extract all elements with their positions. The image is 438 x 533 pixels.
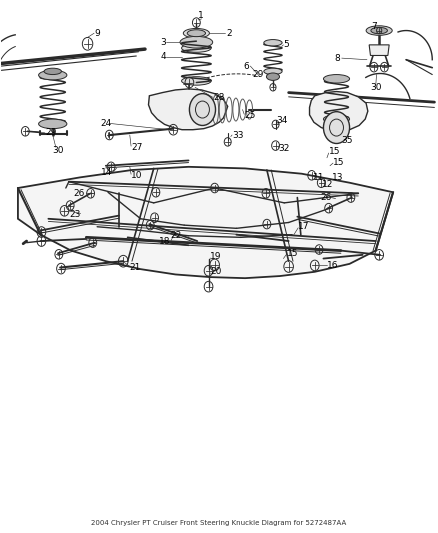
Polygon shape — [369, 45, 389, 55]
Text: 24: 24 — [100, 119, 111, 128]
Ellipse shape — [266, 73, 279, 80]
Text: 3: 3 — [160, 38, 166, 47]
Polygon shape — [148, 89, 228, 130]
Text: 30: 30 — [371, 83, 382, 92]
Text: 8: 8 — [334, 54, 340, 62]
Text: 10: 10 — [131, 171, 143, 180]
Text: 9: 9 — [94, 29, 100, 38]
Text: 18: 18 — [159, 237, 170, 246]
Text: 4: 4 — [160, 52, 166, 61]
Text: 14: 14 — [101, 167, 113, 176]
Text: 5: 5 — [283, 41, 289, 50]
Text: 26: 26 — [74, 189, 85, 198]
Ellipse shape — [182, 77, 211, 85]
Text: 21: 21 — [130, 263, 141, 272]
Ellipse shape — [184, 28, 209, 38]
Text: 28: 28 — [214, 93, 225, 102]
Ellipse shape — [264, 39, 282, 46]
Ellipse shape — [182, 44, 211, 52]
Ellipse shape — [39, 70, 67, 80]
Text: 16: 16 — [327, 261, 339, 270]
Text: 1: 1 — [198, 11, 204, 20]
Text: 26: 26 — [320, 193, 331, 202]
Text: 29: 29 — [45, 128, 57, 138]
Circle shape — [189, 94, 215, 125]
Text: 2004 Chrysler PT Cruiser Front Steering Knuckle Diagram for 5272487AA: 2004 Chrysler PT Cruiser Front Steering … — [92, 520, 346, 526]
Text: 15: 15 — [333, 158, 345, 166]
Text: 20: 20 — [210, 268, 222, 276]
Text: 17: 17 — [298, 222, 310, 231]
Ellipse shape — [323, 75, 350, 83]
Text: 2: 2 — [226, 29, 232, 38]
Text: 15: 15 — [328, 148, 340, 157]
Text: 33: 33 — [232, 131, 244, 140]
Ellipse shape — [366, 26, 392, 35]
Ellipse shape — [323, 115, 350, 123]
Ellipse shape — [264, 68, 282, 75]
Ellipse shape — [187, 30, 205, 37]
Text: 12: 12 — [322, 180, 333, 189]
Text: 25: 25 — [244, 111, 256, 120]
Ellipse shape — [44, 68, 61, 75]
Text: 35: 35 — [342, 136, 353, 145]
Circle shape — [323, 112, 350, 143]
Text: 23: 23 — [69, 210, 81, 219]
Polygon shape — [18, 167, 393, 278]
Ellipse shape — [39, 119, 67, 128]
Text: 27: 27 — [131, 143, 142, 152]
Text: 11: 11 — [314, 173, 325, 182]
Polygon shape — [310, 92, 368, 131]
Text: 13: 13 — [332, 173, 344, 182]
Text: 19: 19 — [210, 253, 222, 262]
Text: 34: 34 — [276, 116, 288, 125]
Text: 22: 22 — [170, 231, 181, 240]
Text: 29: 29 — [252, 70, 263, 79]
Text: 15: 15 — [286, 249, 298, 258]
Ellipse shape — [180, 36, 213, 48]
Text: 6: 6 — [244, 62, 250, 70]
Text: 32: 32 — [279, 144, 290, 154]
Text: 30: 30 — [53, 147, 64, 156]
Ellipse shape — [371, 27, 388, 34]
Text: 7: 7 — [371, 22, 377, 31]
